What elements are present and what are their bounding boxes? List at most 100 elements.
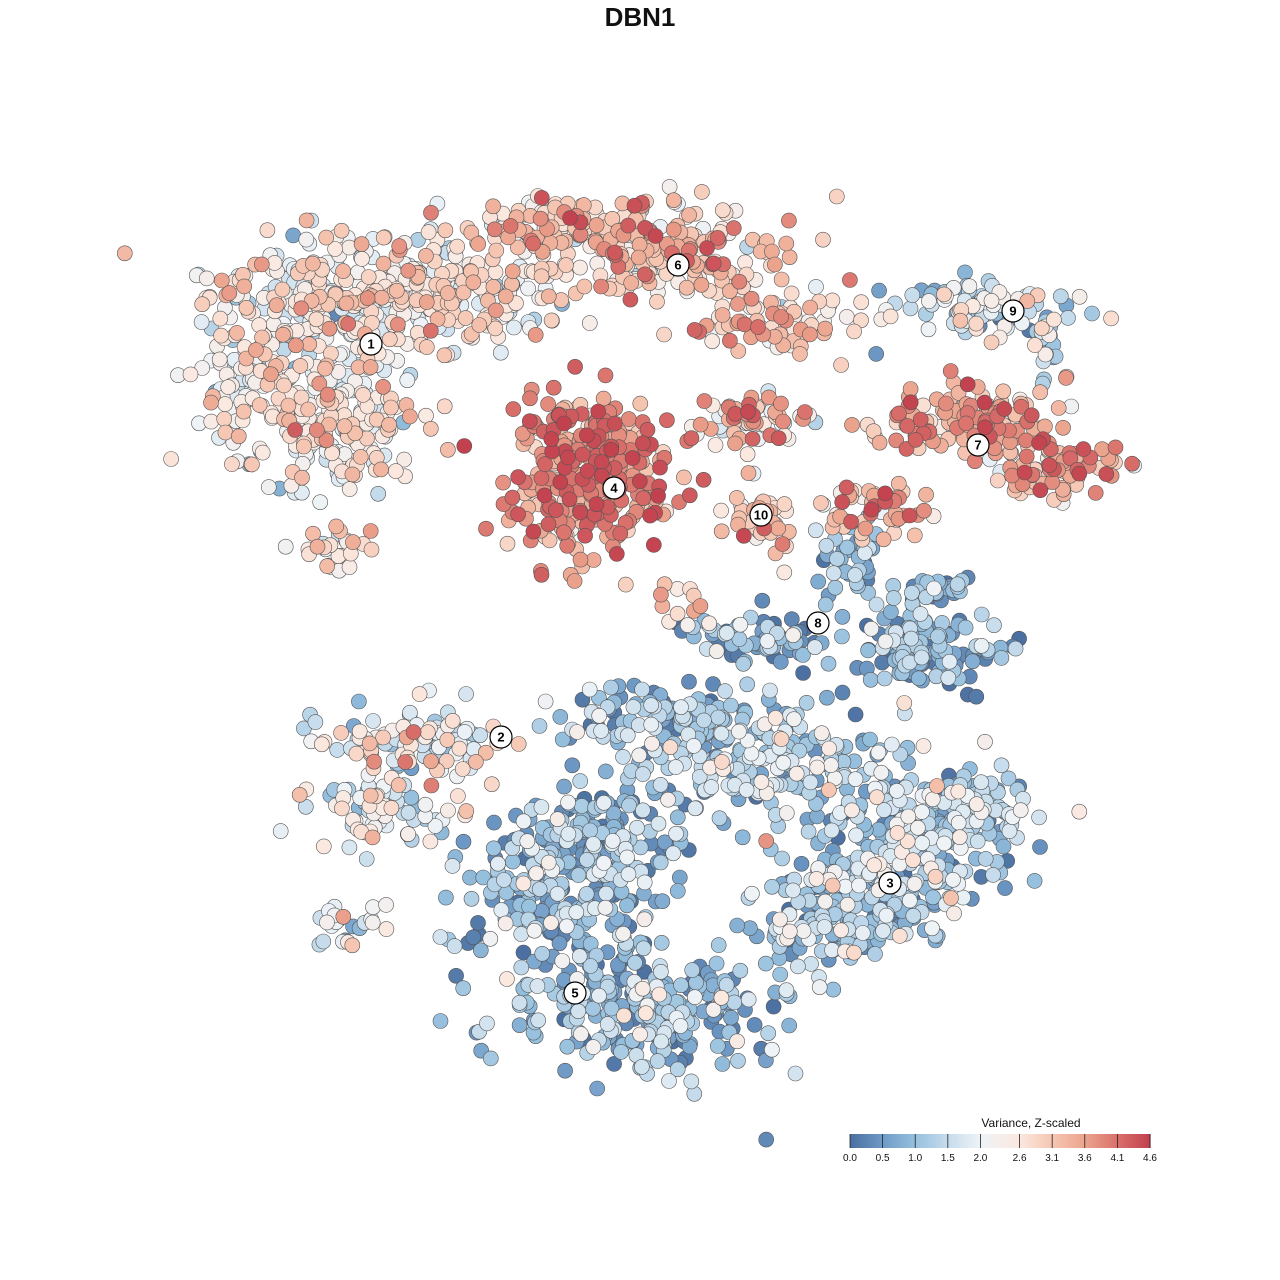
data-point bbox=[653, 1033, 670, 1050]
data-point bbox=[647, 228, 664, 244]
data-point bbox=[785, 882, 801, 899]
data-point bbox=[465, 274, 482, 291]
data-point bbox=[298, 231, 315, 248]
data-point bbox=[259, 222, 276, 238]
data-point bbox=[617, 576, 634, 593]
data-point bbox=[900, 808, 917, 825]
data-point bbox=[759, 633, 776, 649]
data-point bbox=[891, 405, 907, 422]
data-point bbox=[973, 637, 990, 654]
data-point bbox=[556, 778, 572, 795]
data-point bbox=[813, 495, 829, 511]
data-point bbox=[341, 559, 358, 575]
data-point bbox=[735, 527, 752, 544]
data-point bbox=[823, 757, 839, 773]
data-point bbox=[729, 1033, 745, 1050]
data-point bbox=[803, 956, 819, 972]
data-point bbox=[952, 312, 969, 329]
data-point bbox=[795, 665, 811, 681]
data-point bbox=[422, 833, 439, 850]
data-point bbox=[585, 552, 602, 568]
data-point bbox=[843, 513, 859, 530]
data-point bbox=[874, 654, 890, 671]
data-point bbox=[854, 925, 871, 941]
data-point bbox=[750, 319, 766, 335]
data-point bbox=[375, 378, 391, 395]
data-point bbox=[220, 379, 236, 395]
data-point bbox=[731, 723, 747, 740]
data-point bbox=[735, 655, 752, 672]
data-point bbox=[906, 527, 923, 544]
data-point bbox=[868, 596, 885, 613]
data-point bbox=[694, 184, 710, 200]
data-point bbox=[744, 430, 761, 447]
data-point bbox=[455, 980, 472, 997]
data-point bbox=[432, 929, 449, 945]
data-point bbox=[762, 682, 778, 699]
data-point bbox=[695, 471, 712, 488]
data-point bbox=[650, 815, 667, 832]
data-point bbox=[685, 738, 702, 754]
data-point bbox=[224, 456, 240, 472]
data-point bbox=[510, 736, 527, 752]
data-point bbox=[775, 754, 792, 771]
data-point bbox=[653, 586, 669, 603]
data-point bbox=[802, 299, 818, 316]
data-point bbox=[328, 518, 345, 535]
data-point bbox=[635, 435, 651, 452]
data-point bbox=[824, 877, 841, 894]
data-point bbox=[958, 415, 974, 432]
data-point bbox=[772, 654, 789, 670]
data-point bbox=[730, 296, 746, 312]
data-point bbox=[568, 904, 585, 921]
data-point bbox=[336, 418, 353, 435]
data-point bbox=[1018, 432, 1034, 449]
data-point bbox=[418, 407, 434, 424]
data-point bbox=[793, 855, 810, 872]
data-point bbox=[482, 930, 499, 947]
data-point bbox=[591, 707, 608, 724]
data-point bbox=[645, 537, 662, 553]
data-point bbox=[896, 695, 913, 711]
data-point bbox=[358, 851, 375, 867]
data-point bbox=[194, 296, 210, 313]
data-point bbox=[444, 712, 461, 729]
data-point bbox=[624, 450, 641, 466]
data-point bbox=[437, 222, 454, 239]
data-point bbox=[876, 802, 892, 818]
data-point bbox=[457, 310, 474, 326]
data-point bbox=[1031, 809, 1047, 826]
data-point bbox=[1050, 400, 1067, 416]
data-point bbox=[533, 470, 550, 486]
data-point bbox=[732, 616, 749, 633]
data-point bbox=[418, 339, 435, 355]
data-point bbox=[873, 764, 890, 781]
data-point bbox=[557, 1062, 573, 1079]
data-point bbox=[554, 731, 571, 748]
data-point bbox=[679, 617, 696, 633]
data-point bbox=[834, 628, 850, 645]
data-point bbox=[912, 411, 929, 428]
data-point bbox=[821, 782, 837, 798]
data-point bbox=[277, 538, 294, 555]
data-point bbox=[338, 295, 355, 312]
data-point bbox=[229, 325, 245, 341]
data-point bbox=[456, 724, 473, 740]
data-point bbox=[235, 403, 252, 420]
data-point bbox=[513, 959, 530, 976]
data-point bbox=[238, 299, 255, 316]
data-point bbox=[362, 787, 379, 804]
data-point bbox=[1032, 384, 1048, 401]
data-point bbox=[300, 401, 317, 418]
data-point bbox=[211, 351, 228, 368]
points-layer bbox=[117, 179, 1142, 1148]
data-point bbox=[599, 1016, 616, 1032]
data-point bbox=[1107, 439, 1124, 456]
data-point bbox=[475, 869, 492, 886]
data-point bbox=[950, 783, 967, 800]
data-point bbox=[687, 800, 704, 817]
data-point bbox=[397, 754, 414, 770]
data-point bbox=[510, 506, 526, 523]
data-point bbox=[455, 833, 472, 850]
data-point bbox=[957, 264, 973, 281]
